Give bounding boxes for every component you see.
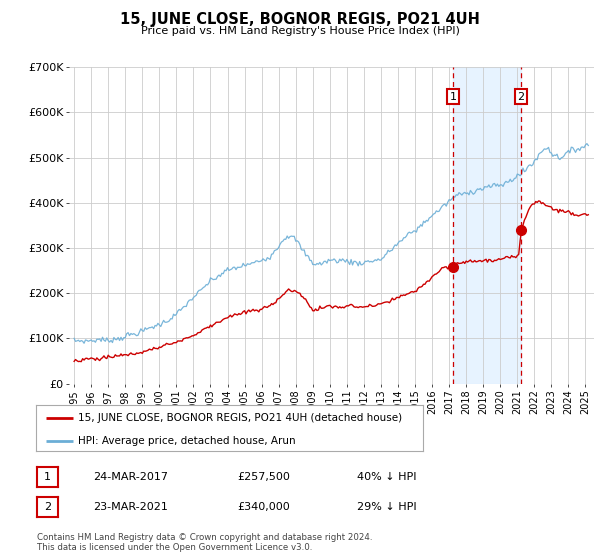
Text: 15, JUNE CLOSE, BOGNOR REGIS, PO21 4UH: 15, JUNE CLOSE, BOGNOR REGIS, PO21 4UH [120,12,480,27]
Bar [453,67,521,384]
Text: 29% ↓ HPI: 29% ↓ HPI [357,502,416,512]
Text: This data is licensed under the Open Government Licence v3.0.: This data is licensed under the Open Gov… [37,543,313,552]
Text: 1: 1 [449,92,457,101]
Text: £257,500: £257,500 [237,472,290,482]
Text: 15, JUNE CLOSE, BOGNOR REGIS, PO21 4UH (detached house): 15, JUNE CLOSE, BOGNOR REGIS, PO21 4UH (… [78,413,402,423]
Text: HPI: Average price, detached house, Arun: HPI: Average price, detached house, Arun [78,436,295,446]
Text: Price paid vs. HM Land Registry's House Price Index (HPI): Price paid vs. HM Land Registry's House … [140,26,460,36]
Text: 2: 2 [517,92,524,101]
Text: £340,000: £340,000 [237,502,290,512]
Text: 1: 1 [44,472,51,482]
Text: 40% ↓ HPI: 40% ↓ HPI [357,472,416,482]
Text: 24-MAR-2017: 24-MAR-2017 [93,472,168,482]
Text: Contains HM Land Registry data © Crown copyright and database right 2024.: Contains HM Land Registry data © Crown c… [37,533,373,542]
Text: 23-MAR-2021: 23-MAR-2021 [93,502,168,512]
Text: 2: 2 [44,502,51,512]
